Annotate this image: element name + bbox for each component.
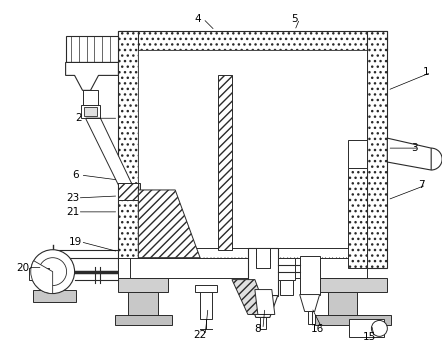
Circle shape <box>31 250 74 294</box>
Polygon shape <box>300 294 319 312</box>
Bar <box>81 105 101 118</box>
Text: 8: 8 <box>255 324 261 334</box>
Bar <box>138 51 367 268</box>
Text: 5: 5 <box>291 14 298 23</box>
Bar <box>128 292 158 315</box>
Bar <box>347 168 367 268</box>
Bar <box>116 315 172 325</box>
Bar <box>280 279 293 294</box>
Text: 22: 22 <box>194 330 207 340</box>
Circle shape <box>371 320 387 336</box>
Bar <box>260 318 266 329</box>
Bar <box>318 278 387 292</box>
Bar <box>118 258 367 278</box>
Text: 21: 21 <box>66 207 79 217</box>
Bar <box>327 292 358 315</box>
Bar <box>200 289 212 319</box>
Bar <box>118 31 387 51</box>
Text: 16: 16 <box>311 324 324 334</box>
Polygon shape <box>118 183 138 200</box>
Text: 23: 23 <box>66 193 79 203</box>
Text: 6: 6 <box>72 170 79 180</box>
Bar <box>118 183 140 200</box>
Bar <box>195 284 217 292</box>
Text: 7: 7 <box>418 180 424 190</box>
Text: 19: 19 <box>69 237 82 247</box>
Text: 3: 3 <box>411 143 418 153</box>
Bar <box>300 256 319 294</box>
Text: 20: 20 <box>16 263 29 273</box>
Bar <box>138 248 367 258</box>
Bar <box>307 312 311 324</box>
Text: 4: 4 <box>195 14 202 23</box>
Bar <box>29 268 49 279</box>
Polygon shape <box>387 138 431 170</box>
Polygon shape <box>85 118 132 185</box>
Bar <box>118 258 130 278</box>
Polygon shape <box>255 289 275 314</box>
Polygon shape <box>232 279 268 314</box>
Bar <box>367 31 387 268</box>
Polygon shape <box>138 190 200 258</box>
Bar <box>84 107 97 116</box>
Polygon shape <box>248 295 278 318</box>
Bar <box>278 258 295 279</box>
Text: 1: 1 <box>423 67 430 77</box>
Text: 15: 15 <box>363 333 376 342</box>
Text: 2: 2 <box>75 113 82 123</box>
Bar <box>66 36 118 62</box>
Circle shape <box>39 258 66 286</box>
Bar <box>118 31 138 268</box>
Bar <box>118 278 168 292</box>
Bar <box>248 248 278 295</box>
Bar <box>350 319 385 337</box>
Polygon shape <box>66 62 118 90</box>
Bar <box>218 75 232 250</box>
Bar <box>315 315 391 325</box>
Wedge shape <box>31 261 53 294</box>
Bar <box>33 289 76 302</box>
Bar <box>347 140 367 168</box>
Bar <box>256 248 270 268</box>
Bar <box>82 90 98 105</box>
